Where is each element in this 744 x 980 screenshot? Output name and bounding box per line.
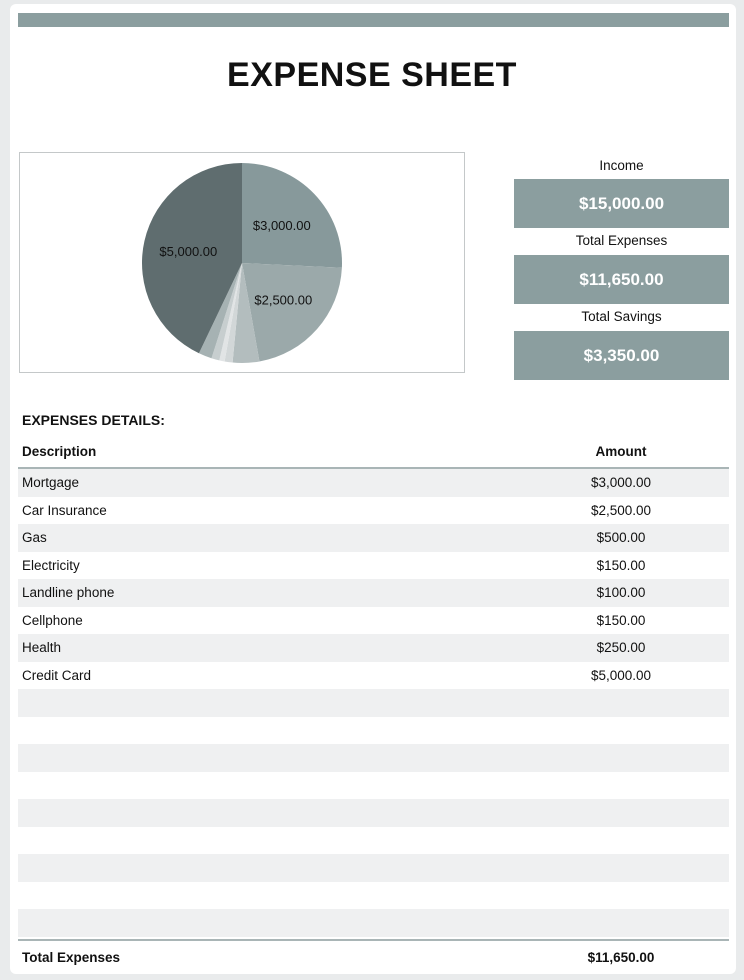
total-expenses-label: Total Expenses xyxy=(575,233,668,248)
total-value: $11,650.00 xyxy=(587,950,655,965)
pie-chart: $3,000.00 $2,500.00 $5,000.00 xyxy=(19,152,465,373)
row-description: Health xyxy=(22,640,62,655)
table-row: Landline phone $100.00 xyxy=(18,579,729,607)
header-description: Description xyxy=(22,444,97,459)
row-description: Landline phone xyxy=(22,585,115,600)
table-row xyxy=(18,799,729,827)
row-amount: $3,000.00 xyxy=(590,475,652,490)
pie-chart-svg: $3,000.00 $2,500.00 $5,000.00 xyxy=(142,163,342,363)
row-amount: $100.00 xyxy=(596,585,646,600)
table-row xyxy=(18,882,729,910)
table-row: Car Insurance $2,500.00 xyxy=(18,497,729,525)
table-body: Mortgage $3,000.00 Car Insurance $2,500.00 G… xyxy=(18,469,729,937)
income-label: Income xyxy=(599,158,644,173)
row-description: Cellphone xyxy=(22,612,83,628)
pie-slice-health xyxy=(198,263,242,359)
table-row xyxy=(18,772,729,800)
table-row: Health $250.00 xyxy=(18,634,729,662)
total-expenses-value: $11,650.00 xyxy=(514,255,729,304)
table-row: Electricity $150.00 xyxy=(18,552,729,580)
pie-slice-electricity xyxy=(224,263,242,363)
pie-slice-cellphone xyxy=(211,263,242,361)
row-description: Electricity xyxy=(22,557,80,573)
row-amount: $250.00 xyxy=(596,640,646,655)
table-row xyxy=(18,827,729,855)
table-row xyxy=(18,744,729,772)
income-value: $15,000.00 xyxy=(514,179,729,228)
pie-slice-credit-card xyxy=(142,163,242,354)
table-row xyxy=(18,689,729,717)
details-heading: EXPENSES DETAILS: xyxy=(22,412,165,428)
table-row: Gas $500.00 xyxy=(18,524,729,552)
row-description: Mortgage xyxy=(22,475,80,490)
row-amount: $5,000.00 xyxy=(590,667,652,683)
row-amount: $500.00 xyxy=(596,530,646,545)
header-amount: Amount xyxy=(595,444,647,459)
pie-slice-label: $2,500.00 xyxy=(254,292,312,307)
table-row xyxy=(18,909,729,937)
table-row: Mortgage $3,000.00 xyxy=(18,469,729,497)
row-description: Credit Card xyxy=(22,667,92,683)
page-title: EXPENSE SHEET xyxy=(227,56,517,94)
pie-slice-landline-phone xyxy=(219,263,242,362)
row-amount: $150.00 xyxy=(596,557,646,573)
table-row: Cellphone $150.00 xyxy=(18,607,729,635)
pie-slice-label: $3,000.00 xyxy=(253,218,311,233)
table-row xyxy=(18,717,729,745)
table-row: Credit Card $5,000.00 xyxy=(18,662,729,690)
row-description: Gas xyxy=(22,530,47,545)
pie-slice-mortgage xyxy=(242,163,342,268)
row-amount: $2,500.00 xyxy=(590,502,652,518)
total-divider xyxy=(18,939,729,941)
row-amount: $150.00 xyxy=(596,612,646,628)
total-savings-value: $3,350.00 xyxy=(514,331,729,380)
table-row xyxy=(18,854,729,882)
header-bar xyxy=(18,13,729,27)
table-header: Description Amount xyxy=(18,440,729,469)
row-description: Car Insurance xyxy=(22,502,107,518)
pie-slice-label: $5,000.00 xyxy=(159,244,217,259)
total-savings-label: Total Savings xyxy=(581,309,662,324)
total-label: Total Expenses xyxy=(22,950,121,965)
expenses-table: Description Amount Mortgage $3,000.00 Car … xyxy=(18,440,729,937)
pie-slice-car-insurance xyxy=(242,263,342,362)
pie-slice-gas xyxy=(232,263,260,363)
